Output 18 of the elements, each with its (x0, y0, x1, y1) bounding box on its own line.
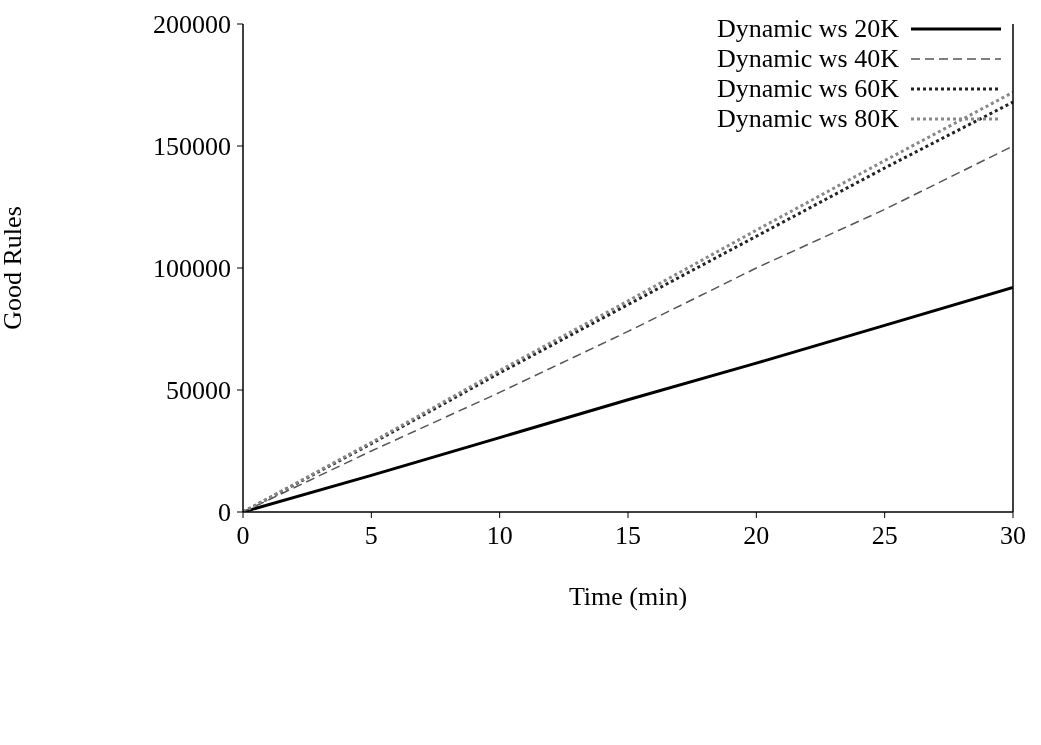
x-tick-label: 30 (1000, 521, 1026, 551)
y-axis-title: Good Rules (0, 206, 28, 330)
legend-label: Dynamic ws 80K (717, 104, 899, 134)
legend-label: Dynamic ws 60K (717, 74, 899, 104)
x-tick-label: 0 (236, 521, 250, 551)
legend-label: Dynamic ws 40K (717, 44, 899, 74)
x-axis-title: Time (min) (568, 582, 688, 611)
y-tick-label: 150000 (153, 132, 231, 162)
y-tick-label: 0 (218, 498, 231, 528)
y-tick-label: 100000 (153, 254, 231, 284)
x-tick-label: 15 (615, 521, 641, 551)
x-tick-label: 5 (364, 521, 378, 551)
y-tick-label: 50000 (166, 376, 231, 406)
legend-label: Dynamic ws 20K (717, 14, 899, 44)
x-tick-label: 25 (871, 521, 898, 551)
y-tick-label: 200000 (153, 10, 231, 40)
x-tick-label: 10 (486, 521, 513, 551)
x-tick-label: 20 (743, 521, 770, 551)
